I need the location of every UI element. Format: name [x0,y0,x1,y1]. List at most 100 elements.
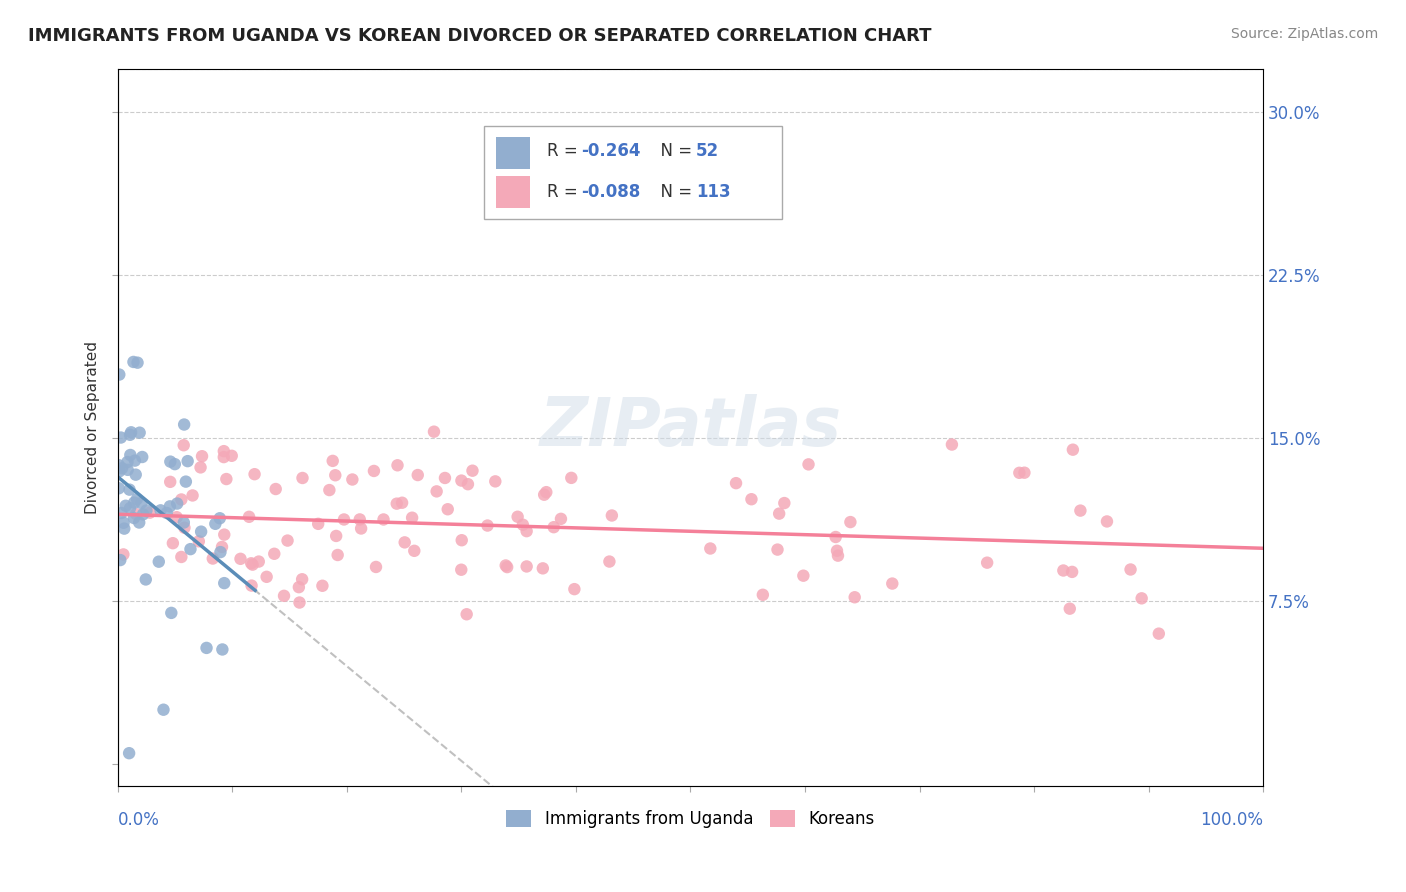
Point [495,558,517,573]
Point [349,512,371,526]
Point [307,516,329,531]
Point [229,551,252,566]
Point [825,543,848,558]
Point [240,556,263,570]
Point [401,510,423,524]
Point [496,560,519,574]
Point [118,746,141,760]
Point [564,582,586,596]
Legend: Immigrants from Uganda, Koreans: Immigrants from Uganda, Koreans [499,804,882,835]
Point [209,545,232,559]
Point [342,473,364,487]
Point [160,606,183,620]
Point [768,507,790,521]
Y-axis label: Divorced or Separated: Divorced or Separated [86,341,100,514]
Point [149,503,172,517]
Point [211,642,233,657]
Point [1095,515,1118,529]
Text: R =: R = [547,142,583,160]
Point [247,555,270,569]
Point [1008,466,1031,480]
Point [125,467,148,482]
Point [457,477,479,491]
Point [117,455,139,469]
Point [212,576,235,591]
Point [436,502,458,516]
Point [797,458,820,472]
Point [256,570,278,584]
Point [373,512,395,526]
Point [291,572,314,586]
Point [426,484,449,499]
Point [1014,466,1036,480]
Point [699,541,721,556]
Point [364,560,387,574]
Point [124,453,146,467]
Point [363,464,385,478]
Point [333,512,356,526]
Text: -0.264: -0.264 [582,142,641,160]
Point [122,495,145,509]
Point [385,497,408,511]
Point [531,561,554,575]
Point [839,515,862,529]
Point [159,475,181,489]
Point [212,444,235,458]
Point [208,511,231,525]
Point [243,467,266,482]
Point [512,517,534,532]
Text: R =: R = [547,183,583,201]
Point [120,448,142,462]
Point [132,508,155,522]
Point [122,355,145,369]
Point [110,506,132,520]
Point [211,540,233,554]
Point [1059,601,1081,615]
Point [391,496,413,510]
Point [135,503,157,517]
Point [107,458,129,473]
Point [288,580,311,594]
Point [162,536,184,550]
Point [135,573,157,587]
Point [724,476,747,491]
Bar [496,176,530,209]
Point [195,640,218,655]
Point [600,508,623,523]
Point [433,471,456,485]
Point [1119,562,1142,576]
Point [118,501,141,516]
Point [423,425,446,439]
Point [773,496,796,510]
Point [166,510,188,524]
Point [450,474,472,488]
Point [550,512,572,526]
Point [108,464,131,478]
Point [111,461,134,475]
Bar [496,136,530,169]
Text: 100.0%: 100.0% [1201,811,1263,829]
Point [108,368,131,382]
Point [318,483,340,497]
Point [516,559,538,574]
Point [163,457,186,471]
Point [128,425,150,440]
Point [215,472,238,486]
Point [212,450,235,464]
Point [456,607,478,622]
Point [127,356,149,370]
Point [533,488,555,502]
Point [404,544,426,558]
Point [752,588,775,602]
Point [173,516,195,530]
Point [118,427,141,442]
Point [1130,591,1153,606]
Point [204,516,226,531]
Point [173,521,195,535]
Text: Source: ZipAtlas.com: Source: ZipAtlas.com [1230,27,1378,41]
Point [238,509,260,524]
Point [221,449,243,463]
Point [844,591,866,605]
Text: N =: N = [651,142,697,160]
Point [1069,503,1091,517]
